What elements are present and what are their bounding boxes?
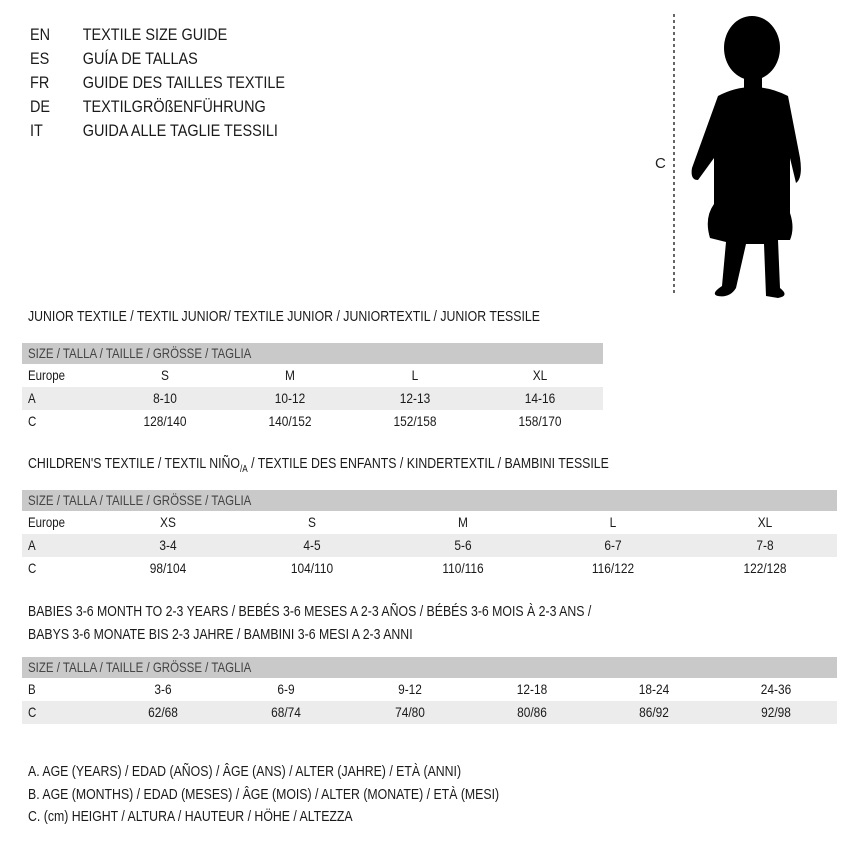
language-title-row: DE TEXTILGRÖßENFÜHRUNG (30, 95, 266, 119)
table-cell: 6-7 (604, 537, 622, 553)
table-row: C 128/140 140/152 152/158 158/170 (22, 410, 603, 433)
children-title: CHILDREN'S TEXTILE / TEXTIL NIÑO/A / TEX… (28, 455, 609, 475)
table-cell: XL (532, 367, 548, 383)
table-cell: 18-24 (638, 681, 670, 697)
table-cell: 158/170 (518, 413, 562, 429)
row-label: C (28, 560, 37, 576)
table-row: Europe S M L XL (22, 364, 603, 387)
language-code: DE (30, 97, 51, 116)
row-label: C (28, 704, 37, 720)
babies-title-line2: BABYS 3-6 MONATE BIS 2-3 JAHRE / BAMBINI… (28, 626, 413, 643)
table-header-row: SIZE / TALLA / TAILLE / GRÖSSE / TAGLIA (22, 490, 837, 511)
language-title: TEXTILE SIZE GUIDE (82, 25, 228, 44)
language-code: EN (30, 25, 51, 44)
legend-b: B. AGE (MONTHS) / EDAD (MESES) / ÂGE (MO… (28, 786, 500, 803)
table-cell: 10-12 (274, 390, 306, 406)
table-cell: S (161, 367, 169, 383)
child-silhouette-icon: C (655, 14, 801, 298)
table-cell: 9-12 (398, 681, 422, 697)
table-cell: 92/98 (761, 704, 791, 720)
table-header-row: SIZE / TALLA / TAILLE / GRÖSSE / TAGLIA (22, 657, 837, 678)
table-row: A 8-10 10-12 12-13 14-16 (22, 387, 603, 410)
table-cell: 116/122 (591, 560, 635, 576)
height-label: C (655, 155, 666, 172)
language-title: GUIDA ALLE TAGLIE TESSILI (82, 121, 278, 140)
table-cell: 86/92 (639, 704, 669, 720)
table-row: C 62/68 68/74 74/80 80/86 86/92 92/98 (22, 701, 837, 724)
language-code: IT (30, 121, 43, 140)
table-cell: 6-9 (277, 681, 295, 697)
header-label: SIZE / TALLA / TAILLE / GRÖSSE / TAGLIA (28, 659, 252, 675)
table-cell: 104/110 (290, 560, 334, 576)
table-cell: 152/158 (393, 413, 437, 429)
language-title-row: FR GUIDE DES TAILLES TEXTILE (30, 71, 285, 95)
table-cell: 122/128 (743, 560, 787, 576)
table-cell: 12-13 (399, 390, 431, 406)
legend-c: C. (cm) HEIGHT / ALTURA / HAUTEUR / HÖHE… (28, 808, 353, 825)
junior-size-table: SIZE / TALLA / TAILLE / GRÖSSE / TAGLIA E… (22, 343, 603, 433)
junior-title: JUNIOR TEXTILE / TEXTIL JUNIOR/ TEXTILE … (28, 308, 540, 325)
table-cell: 62/68 (148, 704, 178, 720)
language-title-row: IT GUIDA ALLE TAGLIE TESSILI (30, 119, 278, 143)
babies-size-table: SIZE / TALLA / TAILLE / GRÖSSE / TAGLIA B… (22, 657, 837, 724)
language-title: GUÍA DE TALLAS (82, 49, 198, 68)
table-cell: 14-16 (524, 390, 556, 406)
table-cell: 140/152 (268, 413, 312, 429)
row-label: A (28, 390, 36, 406)
table-cell: XS (160, 514, 176, 530)
babies-title-line1: BABIES 3-6 MONTH TO 2-3 YEARS / BEBÉS 3-… (28, 603, 592, 620)
row-label: C (28, 413, 37, 429)
language-code: FR (30, 73, 50, 92)
table-cell: M (285, 367, 295, 383)
language-title: TEXTILGRÖßENFÜHRUNG (82, 97, 266, 116)
table-cell: 3-4 (159, 537, 177, 553)
table-cell: 98/104 (149, 560, 187, 576)
table-cell: 12-18 (516, 681, 548, 697)
table-cell: L (411, 367, 419, 383)
language-title: GUIDE DES TAILLES TEXTILE (82, 73, 286, 92)
table-cell: L (609, 514, 617, 530)
table-row: Europe XS S M L XL (22, 511, 837, 534)
table-cell: 4-5 (303, 537, 321, 553)
table-cell: 7-8 (756, 537, 774, 553)
row-label: A (28, 537, 36, 553)
language-title-row: EN TEXTILE SIZE GUIDE (30, 23, 227, 47)
table-row: A 3-4 4-5 5-6 6-7 7-8 (22, 534, 837, 557)
children-size-table: SIZE / TALLA / TAILLE / GRÖSSE / TAGLIA E… (22, 490, 837, 580)
language-title-row: ES GUÍA DE TALLAS (30, 47, 198, 71)
header-label: SIZE / TALLA / TAILLE / GRÖSSE / TAGLIA (28, 345, 252, 361)
row-label: B (28, 681, 36, 697)
table-cell: S (308, 514, 316, 530)
table-cell: 5-6 (454, 537, 472, 553)
table-cell: 8-10 (153, 390, 177, 406)
table-header-row: SIZE / TALLA / TAILLE / GRÖSSE / TAGLIA (22, 343, 603, 364)
legend-a: A. AGE (YEARS) / EDAD (AÑOS) / ÂGE (ANS)… (28, 763, 462, 780)
header-label: SIZE / TALLA / TAILLE / GRÖSSE / TAGLIA (28, 492, 252, 508)
table-cell: 80/86 (517, 704, 547, 720)
table-cell: 3-6 (154, 681, 172, 697)
table-row: C 98/104 104/110 110/116 116/122 122/128 (22, 557, 837, 580)
row-label: Europe (28, 367, 66, 383)
table-cell: 74/80 (395, 704, 425, 720)
table-cell: 128/140 (143, 413, 187, 429)
table-cell: XL (757, 514, 773, 530)
row-label: Europe (28, 514, 66, 530)
table-cell: 24-36 (760, 681, 792, 697)
table-cell: 110/116 (442, 560, 484, 576)
table-row: B 3-6 6-9 9-12 12-18 18-24 24-36 (22, 678, 837, 701)
table-cell: M (458, 514, 468, 530)
table-cell: 68/74 (271, 704, 301, 720)
language-code: ES (30, 49, 50, 68)
